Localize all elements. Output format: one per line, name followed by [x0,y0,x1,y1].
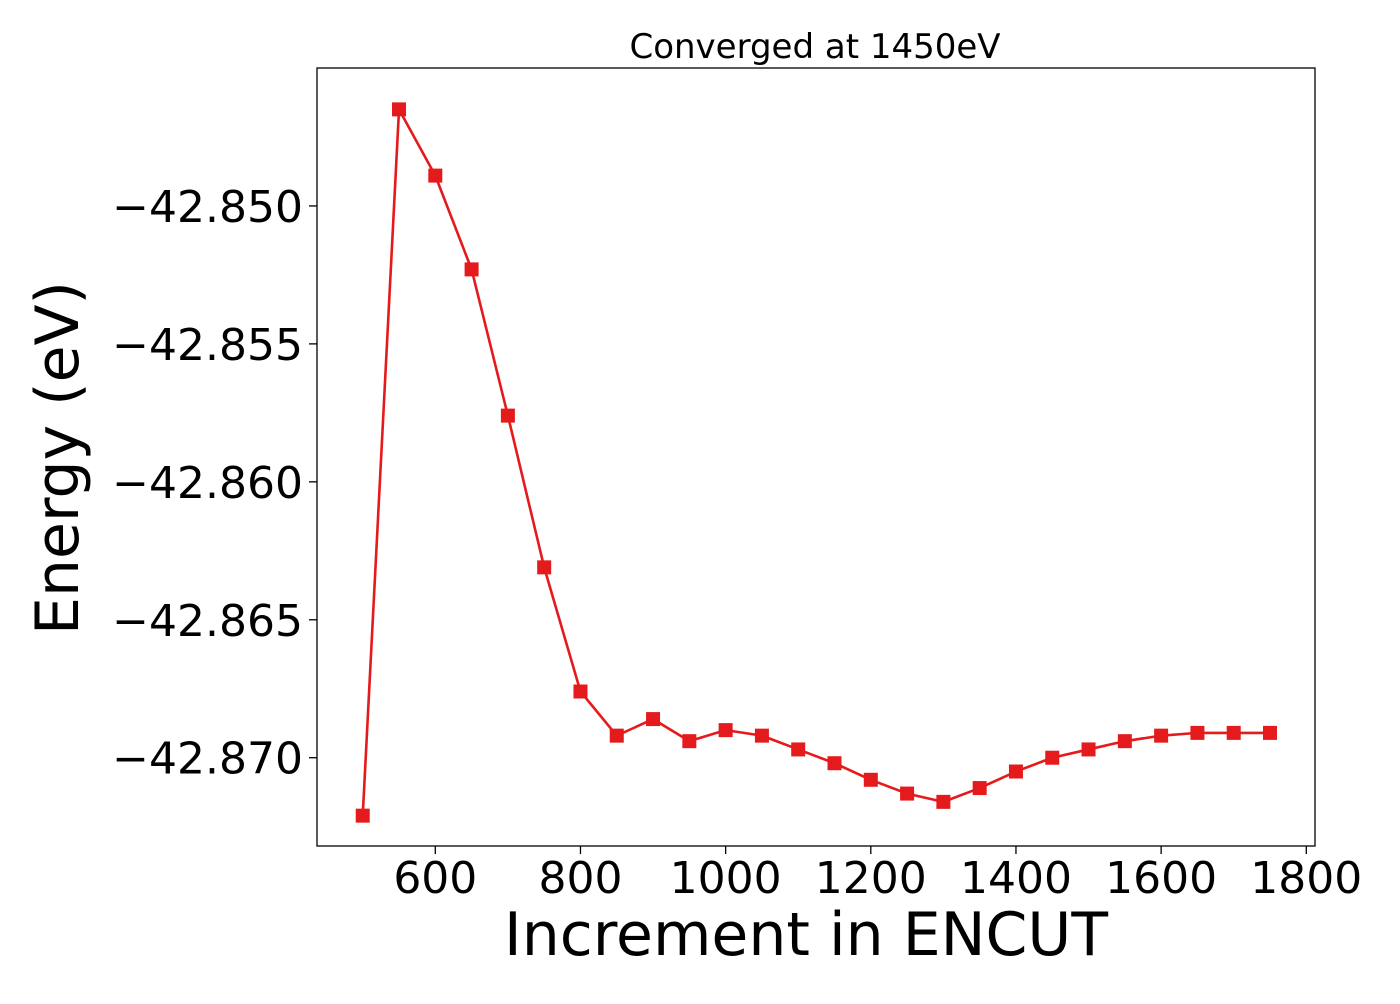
data-point-marker [1190,725,1205,740]
data-point-marker [1154,728,1169,743]
x-axis: 600 800 1000 1200 1400 1600 1800 [393,846,1362,904]
data-point-marker [754,728,769,743]
x-tick-label: 1600 [1105,853,1217,904]
y-tick-label: −42.865 [112,596,303,647]
data-point-marker [1008,764,1023,779]
y-axis-title: Energy (eV) [23,281,93,635]
data-point-marker [682,734,697,749]
y-tick-label: −42.860 [112,458,303,509]
data-point-marker [537,560,552,575]
data-point-marker [1081,742,1096,757]
x-tick-label: 600 [393,853,477,904]
data-point-marker [972,781,987,796]
data-point-marker [646,712,661,727]
data-point-marker [500,408,515,423]
series-layer [355,102,1277,823]
x-tick-label: 1400 [960,853,1072,904]
data-point-marker [573,684,588,699]
y-tick-label: −42.855 [112,320,303,371]
x-axis-title: Increment in ENCUT [504,900,1108,970]
data-point-marker [1226,725,1241,740]
data-point-marker [863,772,878,787]
x-tick-label: 1200 [815,853,927,904]
data-point-marker [1117,734,1132,749]
data-point-marker [1262,725,1277,740]
x-tick-label: 1000 [670,853,782,904]
data-point-marker [1045,750,1060,765]
data-point-marker [900,786,915,801]
y-tick-label: −42.850 [112,182,303,233]
data-point-marker [428,168,443,183]
y-axis: −42.850 −42.855 −42.860 −42.865 −42.870 [112,182,317,785]
data-point-marker [718,723,733,738]
x-tick-label: 800 [538,853,622,904]
y-tick-label: −42.870 [112,734,303,785]
data-point-marker [392,102,407,117]
data-point-marker [791,742,806,757]
data-point-marker [609,728,624,743]
x-tick-label: 1800 [1250,853,1362,904]
series-line [361,108,1270,816]
chart-title: Converged at 1450eV [629,27,1000,67]
data-point-marker [827,756,842,771]
data-point-marker [355,808,370,823]
plot-area-frame [316,67,1316,847]
data-point-marker [464,262,479,277]
data-point-marker [936,794,951,809]
